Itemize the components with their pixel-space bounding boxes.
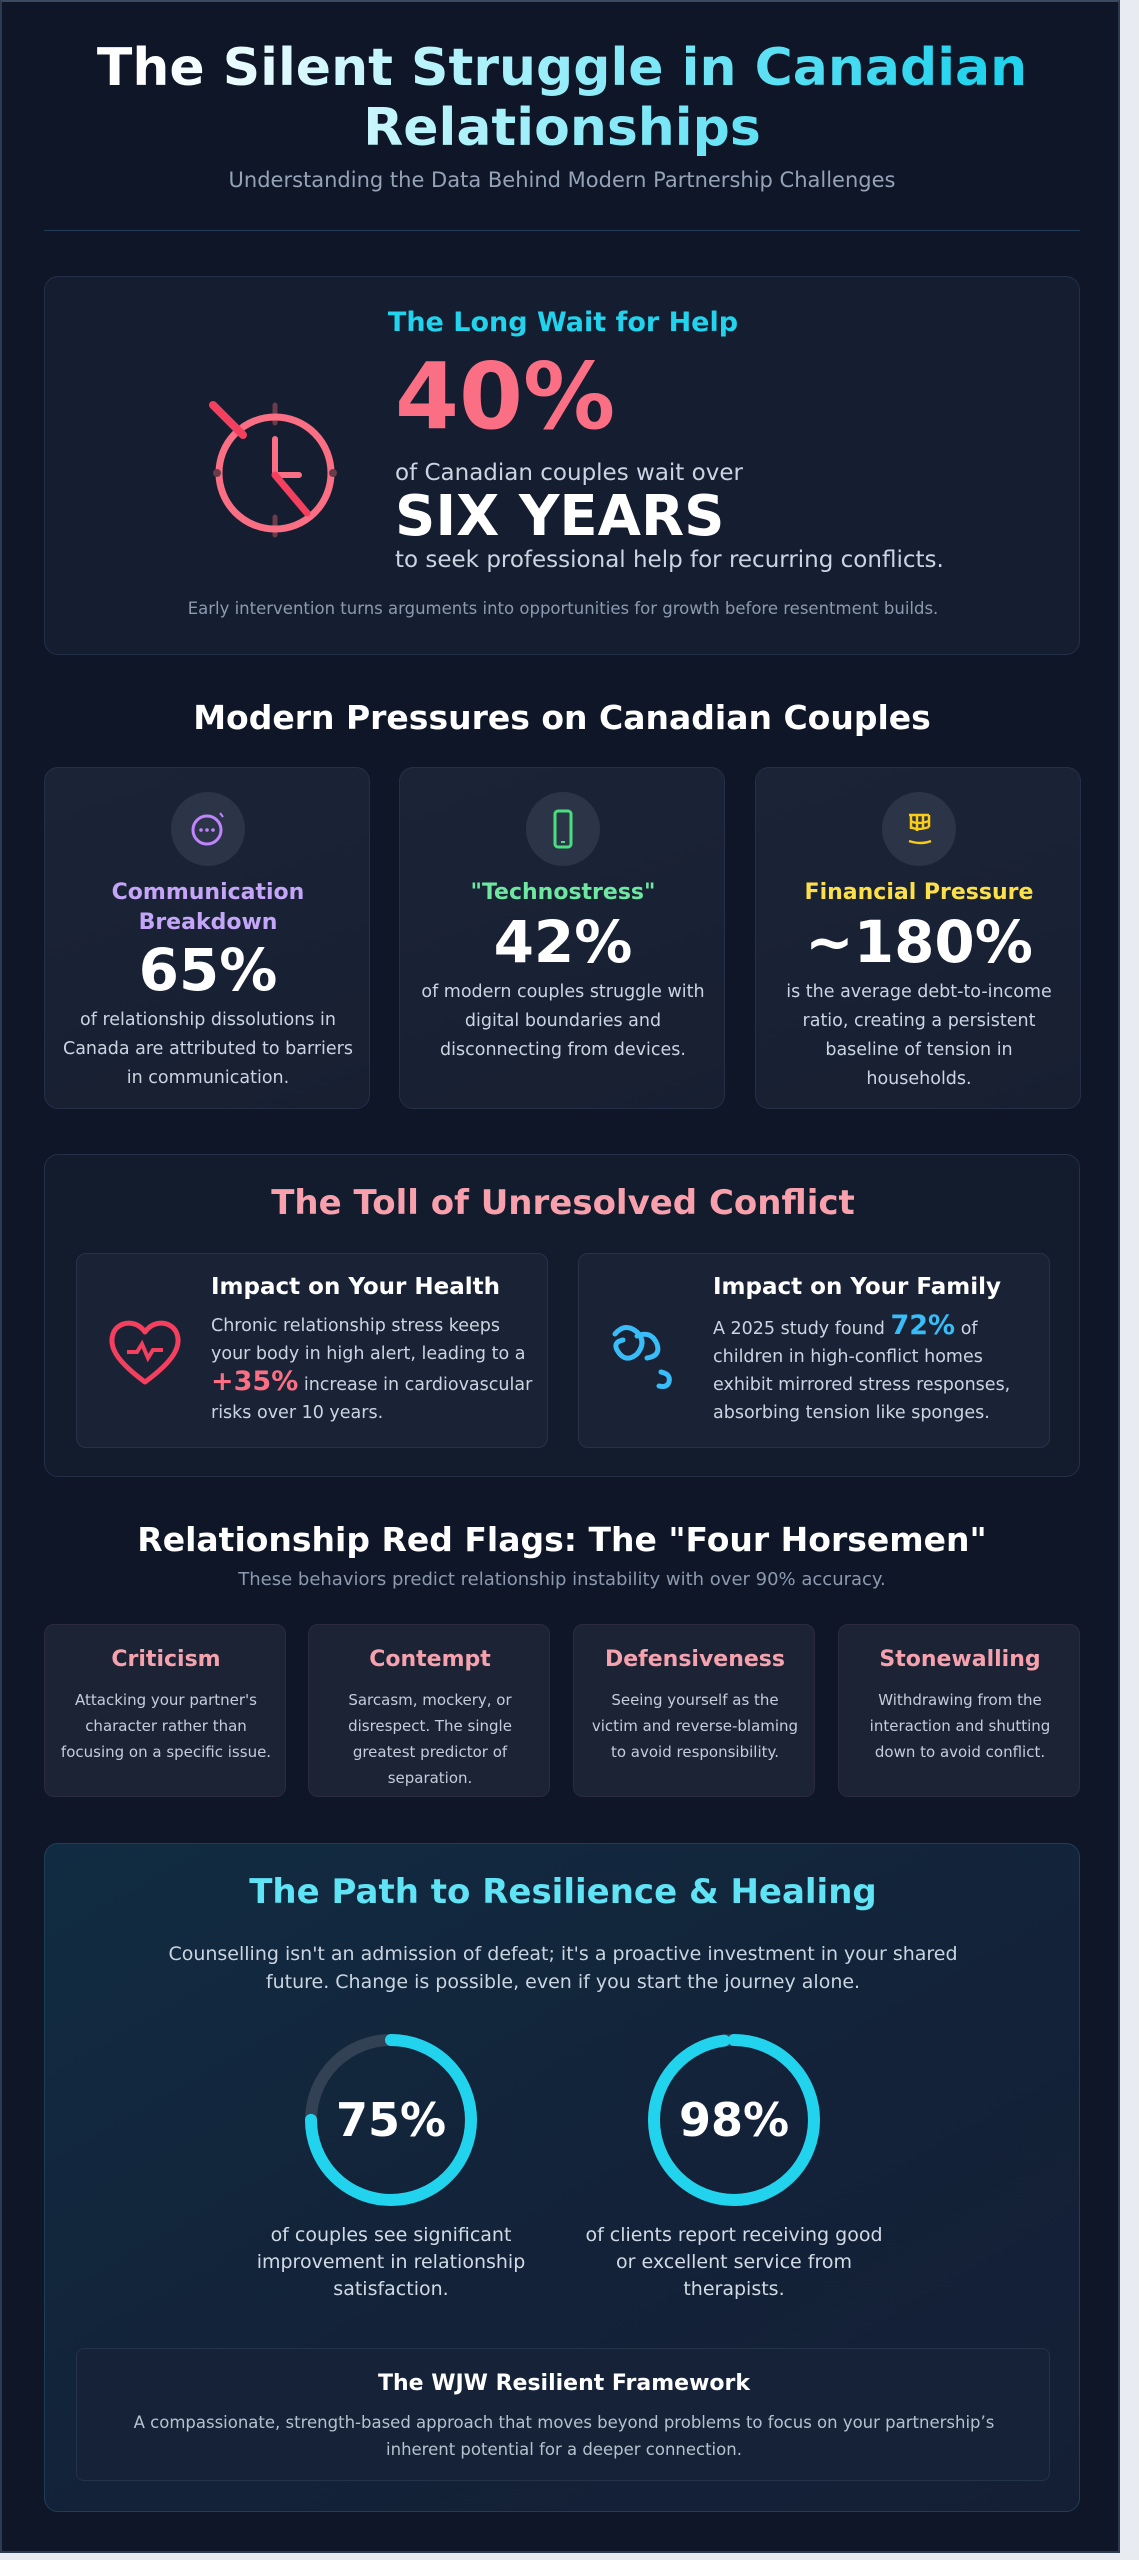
ring-desc: of clients report receiving good or exce… bbox=[585, 2224, 883, 2300]
ring-progress bbox=[305, 2034, 477, 2206]
clock-icon bbox=[209, 401, 337, 538]
ring-value: 98% bbox=[678, 2093, 790, 2147]
toll-section: The Toll of Unresolved Conflict Impact o… bbox=[44, 1154, 1080, 1477]
pressure-card-communication: Communication Breakdown 65% of relations… bbox=[44, 767, 370, 1109]
framework-title: The WJW Resilient Framework bbox=[377, 2371, 751, 2396]
healing-section: The Path to Resilience & Healing Counsel… bbox=[44, 1843, 1080, 2512]
card-stat: ~180% bbox=[805, 908, 1033, 976]
card-title: Impact on Your Health bbox=[211, 1274, 501, 1300]
body-text: increase in cardiovascular risks over 10… bbox=[211, 1375, 533, 1423]
section-heading: The Toll of Unresolved Conflict bbox=[271, 1183, 855, 1223]
card-title: Communication Breakdown bbox=[111, 880, 305, 935]
card-desc: of relationship dissolutions in Canada a… bbox=[62, 1010, 353, 1088]
ring-graphic bbox=[305, 2034, 477, 2206]
wait-emphasis: SIX YEARS bbox=[395, 484, 725, 549]
body-text: Chronic relationship stress keeps your b… bbox=[211, 1316, 526, 1364]
card-title: "Technostress" bbox=[470, 880, 656, 905]
red-flag-card: Defensiveness Seeing yourself as the vict… bbox=[573, 1624, 815, 1797]
ring-progress bbox=[648, 2034, 820, 2206]
chat-bubble-icon bbox=[171, 792, 245, 866]
page-title: The Silent Struggle in Canadian Relation… bbox=[42, 38, 1082, 158]
progress-ring: 98% bbox=[644, 2030, 824, 2210]
flag-desc: Withdrawing from the interaction and shu… bbox=[869, 1691, 1051, 1761]
section-heading: Modern Pressures on Canadian Couples bbox=[193, 698, 931, 737]
health-impact-card: Impact on Your Health Chronic relationsh… bbox=[76, 1253, 548, 1448]
section-heading: The Path to Resilience & Healing bbox=[249, 1872, 877, 1912]
health-stat: +35% bbox=[211, 1366, 299, 1397]
card-stat: 65% bbox=[138, 936, 278, 1004]
flag-desc: Attacking your partner's character rathe… bbox=[60, 1691, 272, 1761]
wait-text-2: to seek professional help for recurring … bbox=[395, 547, 944, 573]
flag-desc: Seeing yourself as the victim and revers… bbox=[591, 1691, 799, 1761]
long-wait-card: The Long Wait for Help 40% of Canadian c… bbox=[44, 276, 1080, 655]
family-stat: 72% bbox=[890, 1310, 956, 1341]
body-text: of children in high-conflict homes exhib… bbox=[713, 1319, 1011, 1423]
ring-value: 75% bbox=[335, 2093, 447, 2147]
red-flag-card: Contempt Sarcasm, mockery, or disrespect.… bbox=[308, 1624, 550, 1797]
body-text: A 2025 study found bbox=[713, 1319, 885, 1339]
flag-title: Defensiveness bbox=[604, 1647, 785, 1672]
family-icon bbox=[612, 1325, 672, 1389]
wait-stat: 40% bbox=[395, 343, 616, 450]
section-subtitle: These behaviors predict relationship ins… bbox=[238, 1569, 886, 1590]
red-flag-card: Stonewalling Withdrawing from the interac… bbox=[838, 1624, 1080, 1797]
smartphone-icon bbox=[526, 792, 600, 866]
red-flag-card: Criticism Attacking your partner's charac… bbox=[44, 1624, 286, 1797]
card-title: Impact on Your Family bbox=[713, 1274, 1002, 1300]
family-impact-card: Impact on Your Family A 2025 study found… bbox=[578, 1253, 1050, 1448]
wait-note: Early intervention turns arguments into … bbox=[187, 599, 939, 618]
divider bbox=[44, 230, 1080, 231]
ring-graphic bbox=[648, 2034, 820, 2206]
card-title: Financial Pressure bbox=[804, 880, 1034, 905]
heart-pulse-icon bbox=[109, 1320, 181, 1385]
money-icon bbox=[882, 792, 956, 866]
flag-title: Stonewalling bbox=[879, 1647, 1041, 1672]
card-desc: of modern couples struggle with digital … bbox=[421, 982, 705, 1060]
progress-ring: 75% bbox=[301, 2030, 481, 2210]
section-heading: Relationship Red Flags: The "Four Horsem… bbox=[137, 1520, 987, 1559]
card-desc: is the average debt-to-income ratio, cre… bbox=[786, 982, 1052, 1089]
wait-text-1: of Canadian couples wait over bbox=[395, 460, 743, 486]
card-title: The Long Wait for Help bbox=[387, 307, 739, 338]
section-intro: Counselling isn't an admission of defeat… bbox=[168, 1943, 958, 1993]
page-subtitle: Understanding the Data Behind Modern Par… bbox=[228, 168, 896, 192]
card-body: A 2025 study found 72% of children in hi… bbox=[713, 1312, 1039, 1427]
pressure-card-financial: Financial Pressure ~180% is the average … bbox=[755, 767, 1081, 1109]
framework-desc: A compassionate, strength-based approach… bbox=[133, 2413, 995, 2459]
flag-title: Criticism bbox=[111, 1647, 221, 1672]
framework-box: The WJW Resilient Framework A compassion… bbox=[76, 2348, 1050, 2481]
card-stat: 42% bbox=[493, 908, 633, 976]
flag-title: Contempt bbox=[369, 1647, 491, 1672]
card-body: Chronic relationship stress keeps your b… bbox=[211, 1312, 537, 1427]
flag-desc: Sarcasm, mockery, or disrespect. The sin… bbox=[348, 1691, 512, 1787]
pressure-card-technostress: "Technostress" 42% of modern couples str… bbox=[399, 767, 725, 1109]
ring-desc: of couples see significant improvement i… bbox=[256, 2224, 526, 2300]
